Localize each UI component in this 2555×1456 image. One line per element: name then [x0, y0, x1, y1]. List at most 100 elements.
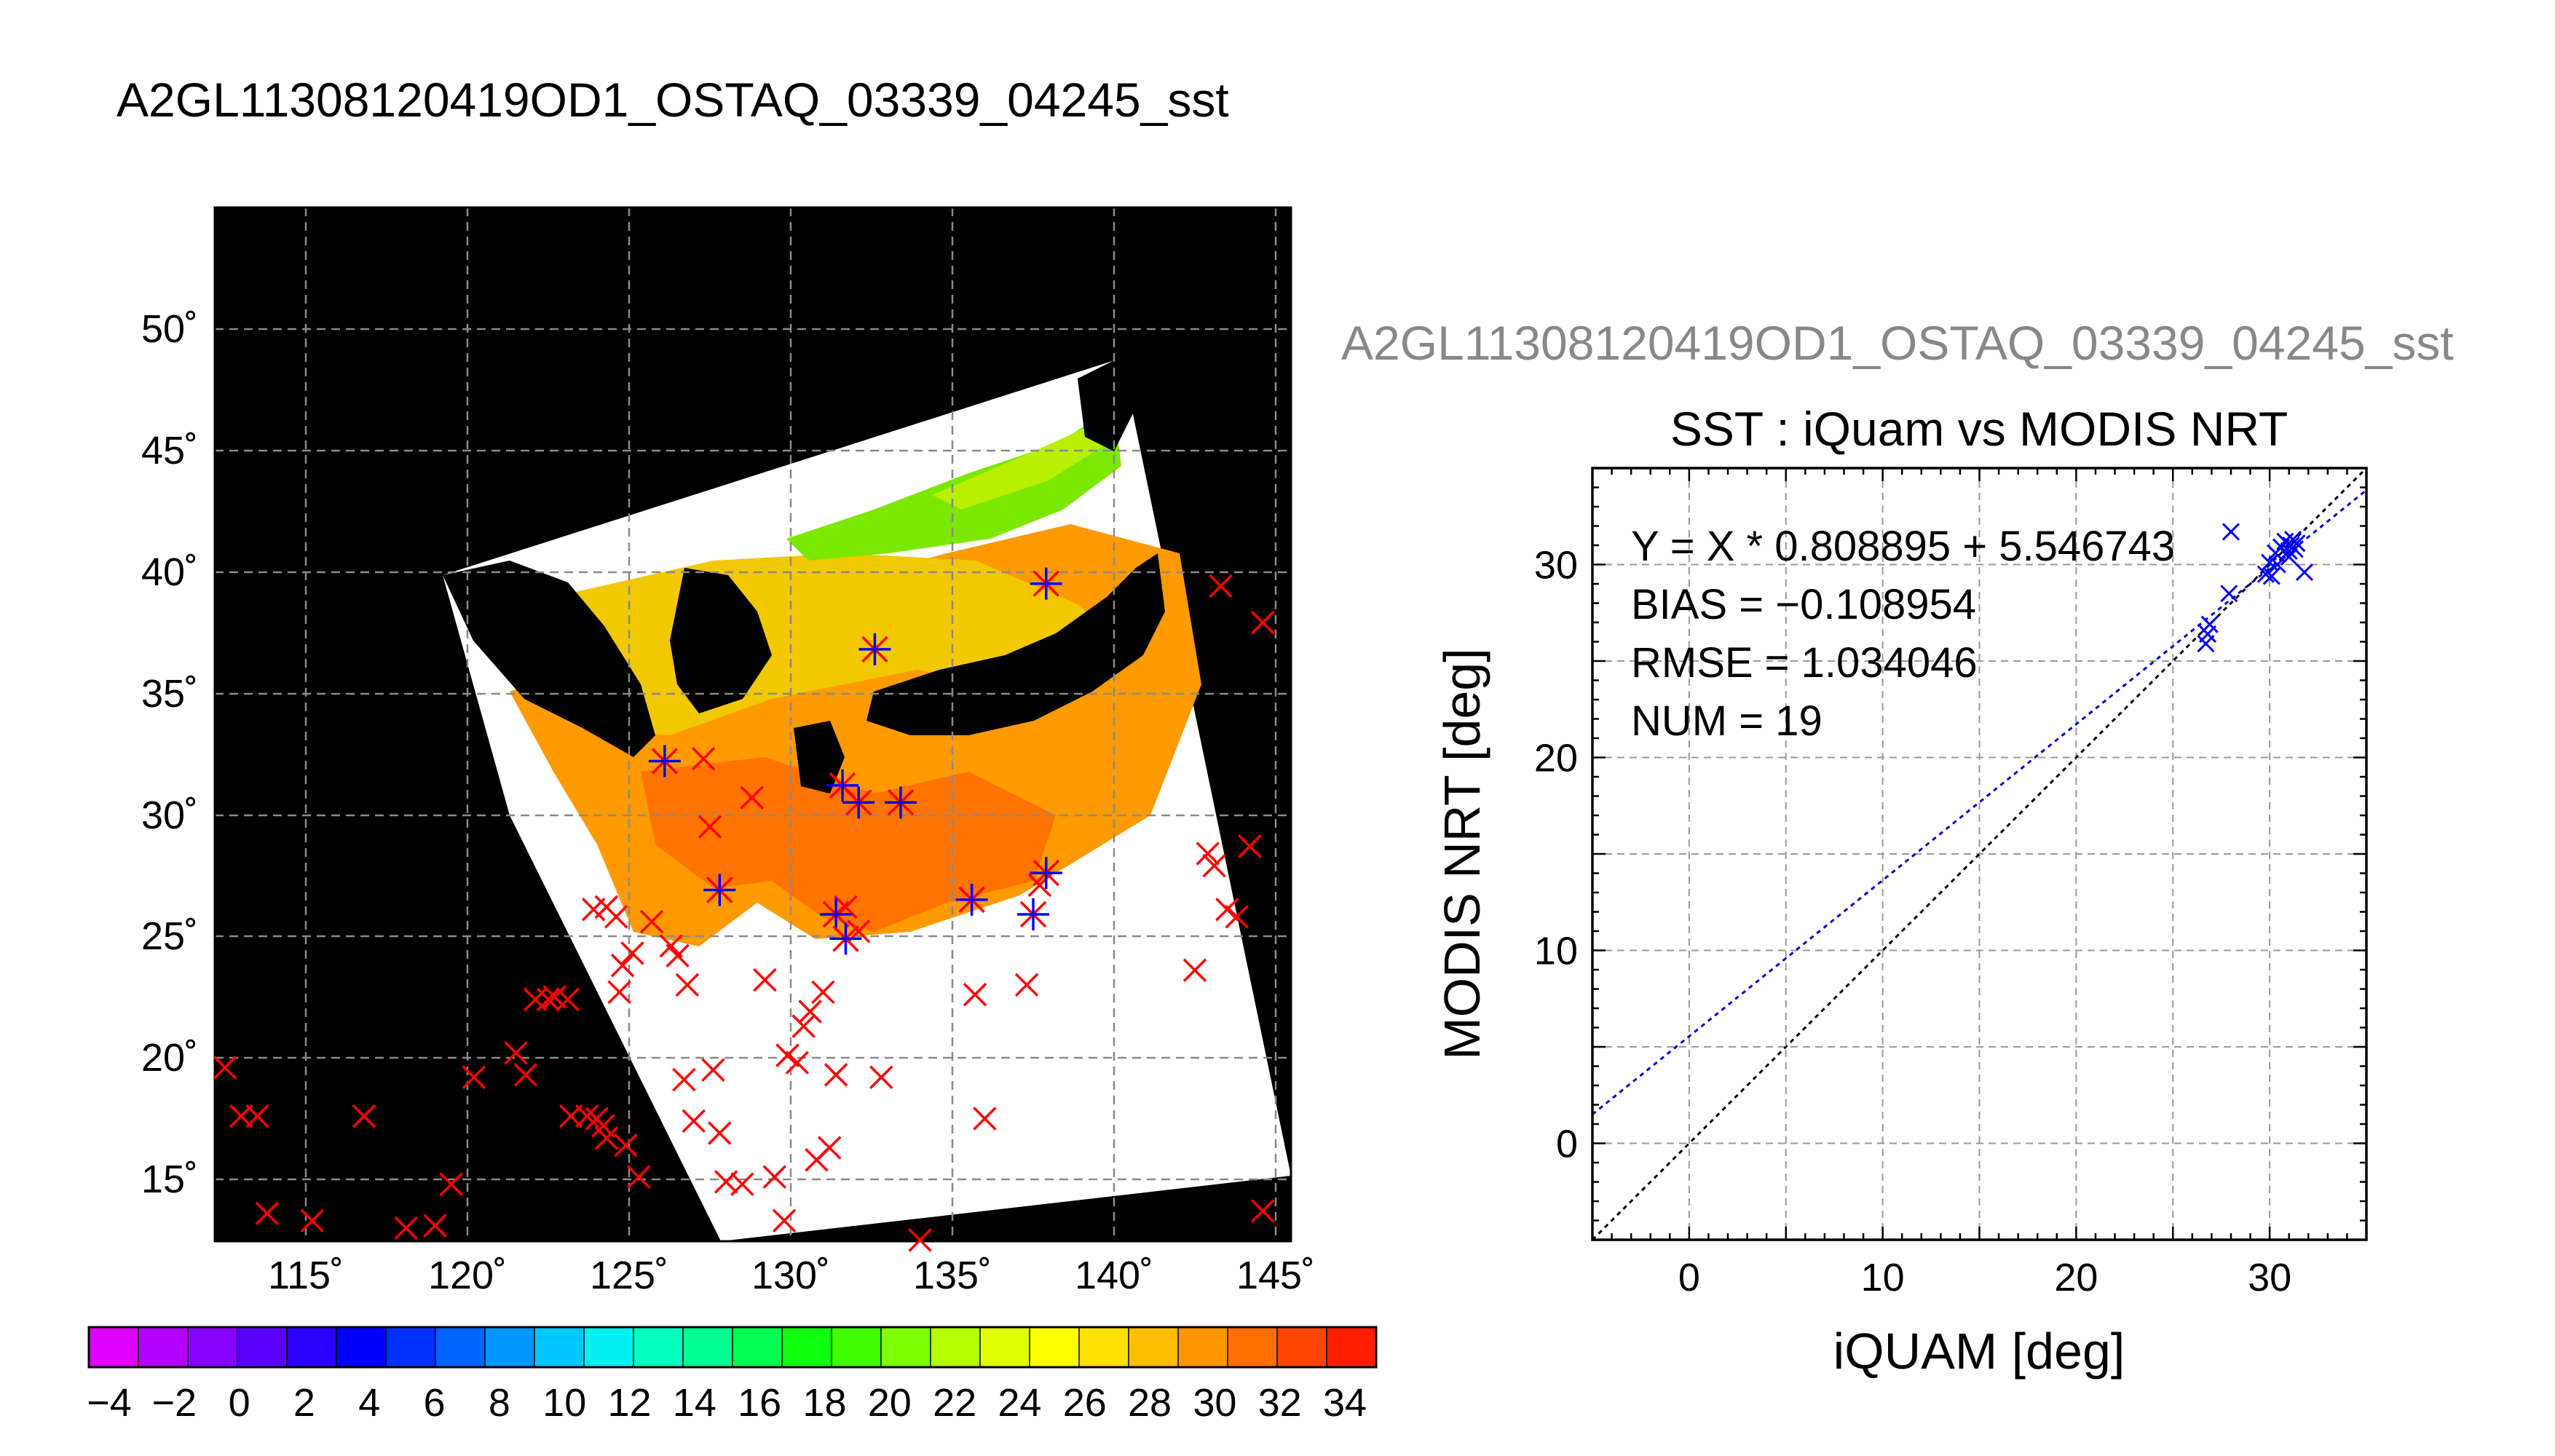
scatter-header: A2GL11308120419OD1_OSTAQ_03339_04245_sst [1341, 316, 2454, 370]
map-marker-stroke [818, 1136, 842, 1160]
colorbar-cell [138, 1327, 189, 1367]
map-marker-stroke [1225, 905, 1249, 929]
land-hokkaido [1078, 357, 1136, 451]
scatter-point-stroke [2256, 565, 2275, 583]
scatter-point-stroke [2200, 615, 2219, 633]
map-marker-stroke [610, 953, 635, 978]
map-marker-stroke [973, 1107, 997, 1131]
scatter-point [2295, 563, 2314, 582]
colorbar-label: 12 [607, 1381, 651, 1425]
identity-line [1592, 468, 2366, 1240]
map-marker-stroke [811, 980, 835, 1005]
colorbar-cell [237, 1327, 288, 1367]
colorbar-label: 28 [1128, 1381, 1172, 1425]
colorbar-label: 4 [358, 1381, 380, 1425]
stats-bias: BIAS = −0.108954 [1631, 581, 1976, 628]
colorbar-cell [336, 1327, 387, 1367]
lat-tick-label: 30˚ [141, 794, 198, 837]
colorbar: −4 −2 0 2 4 6 8 10 12 14 16 18 20 22 24 26 28 30 32 34 [87, 1326, 1378, 1425]
scatter-point-stroke [2288, 534, 2306, 553]
map-marker-stroke [762, 1165, 787, 1189]
map-marker-stroke [1238, 834, 1262, 858]
lon-tick-label: 125˚ [590, 1254, 668, 1297]
sst-field-green-north [932, 415, 1118, 510]
colorbar-cell [386, 1327, 436, 1367]
colorbar-label: −2 [152, 1381, 197, 1425]
colorbar-cell [1079, 1327, 1129, 1367]
colorbar-cell [1030, 1327, 1080, 1367]
scatter-point [2262, 567, 2280, 585]
map-marker-stroke [504, 1041, 528, 1065]
scatter-point [2220, 585, 2238, 603]
map-marker-stroke [245, 1104, 269, 1128]
colorbar-cell [287, 1327, 337, 1367]
stats-rmse: RMSE = 1.034046 [1631, 639, 1978, 687]
map-marker-stroke [824, 1063, 848, 1087]
colorbar-label: 20 [868, 1381, 912, 1425]
map-marker-stroke [542, 985, 567, 1009]
lat-tick-label: 45˚ [141, 429, 198, 472]
map-lat-labels: 15˚ 20˚ 25˚ 30˚ 35˚ 40˚ 45˚ 50˚ [141, 307, 198, 1201]
scatter-point [2200, 615, 2219, 633]
map-markers [213, 567, 1275, 1252]
map-marker-stroke [255, 1201, 279, 1225]
scatter-point-stroke [2280, 547, 2298, 566]
scatter-title: SST : iQuam vs MODIS NRT [1670, 402, 2288, 456]
map-marker-stroke [869, 1065, 893, 1089]
map-marker-stroke [698, 815, 722, 839]
colorbar-label: 26 [1063, 1381, 1107, 1425]
map-marker-stroke [1251, 1199, 1275, 1223]
colorbar-cell [782, 1327, 832, 1367]
scatter-point-stroke [2222, 523, 2240, 541]
map-marker-stroke [620, 941, 644, 965]
colorbar-cell [1178, 1327, 1228, 1367]
colorbar-label: 2 [293, 1381, 315, 1425]
colorbar-cell [584, 1327, 634, 1367]
map-marker-stroke [423, 1214, 447, 1238]
map-marker-stroke [575, 1104, 599, 1128]
map-marker-stroke [1014, 973, 1039, 997]
map-marker-stroke [775, 1043, 799, 1067]
scatter-point-stroke [2295, 563, 2314, 582]
colorbar-cell [1228, 1327, 1278, 1367]
stats-num: NUM = 19 [1631, 697, 1823, 745]
map-marker-stroke [627, 1165, 651, 1189]
map-marker-stroke [591, 1114, 615, 1138]
stats-fit: Y = X * 0.808895 + 5.546743 [1631, 523, 2175, 570]
lat-tick-label: 35˚ [141, 672, 198, 716]
map-marker-stroke [682, 1109, 706, 1133]
lat-tick-label: 20˚ [141, 1036, 198, 1080]
map-marker-stroke [594, 1125, 619, 1150]
map-panel: 115˚ 120˚ 125˚ 130˚ 135˚ 140˚ 145˚ 15˚ 2… [141, 206, 1315, 1297]
x-tick-label: 10 [1861, 1256, 1905, 1299]
map-marker-stroke [462, 1065, 486, 1089]
colorbar-cell [732, 1327, 783, 1367]
colorbar-cell [1277, 1327, 1327, 1367]
scatter-point-stroke [2262, 567, 2280, 585]
colorbar-label: 18 [802, 1381, 846, 1425]
land-japan-honshu [866, 553, 1165, 735]
map-grid [215, 207, 1291, 1241]
scatter-point [2280, 547, 2298, 566]
colorbar-label: 24 [998, 1381, 1041, 1425]
y-axis-label: MODIS NRT [deg] [1434, 648, 1490, 1059]
lon-tick-label: 145˚ [1236, 1254, 1315, 1297]
colorbar-cell [89, 1327, 139, 1367]
scatter-point-stroke [2286, 540, 2304, 558]
sst-field-green [786, 408, 1121, 561]
stats-box: Y = X * 0.808895 + 5.546743 BIAS = −0.10… [1631, 523, 2175, 745]
colorbar-cell [683, 1327, 733, 1367]
lon-tick-label: 130˚ [751, 1254, 830, 1297]
map-marker-stroke [639, 909, 664, 934]
scatter-point [2286, 540, 2304, 558]
colorbar-cell [534, 1327, 585, 1367]
colorbar-cell [188, 1327, 238, 1367]
sst-field-deep-orange [641, 757, 1056, 932]
land-china-coast [443, 561, 655, 757]
map-marker-stroke [1196, 842, 1220, 866]
colorbar-cell [435, 1327, 486, 1367]
map-marker-stroke [604, 905, 628, 929]
map-marker-stroke [1202, 853, 1226, 878]
scatter-point-stroke [2220, 585, 2238, 603]
